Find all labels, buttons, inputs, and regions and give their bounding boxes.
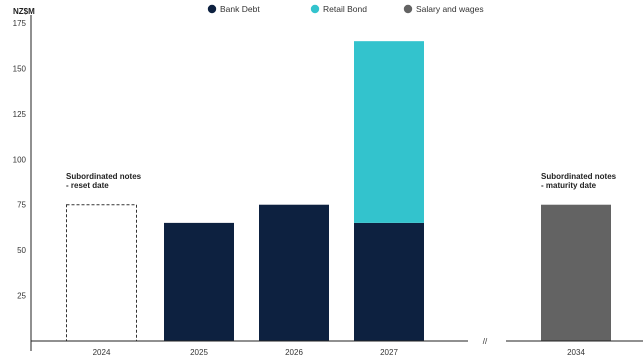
x-axis: // 2024 2025 2026 2027 2034 bbox=[31, 337, 643, 357]
y-tick-label-100: 100 bbox=[13, 155, 27, 164]
x-tick-label-2025: 2025 bbox=[190, 348, 208, 357]
annotation-2034-line-2: - maturity date bbox=[541, 181, 597, 190]
bar-retail-bond-2027 bbox=[354, 41, 424, 223]
y-axis: NZ$M 25 50 75 100 125 150 175 bbox=[13, 7, 35, 351]
legend-label-bank-debt: Bank Debt bbox=[220, 4, 260, 14]
x-tick-label-2026: 2026 bbox=[285, 348, 303, 357]
bar-bank-debt-2027 bbox=[354, 222, 424, 341]
bar-bank-debt-2026 bbox=[259, 204, 329, 341]
y-tick-label-25: 25 bbox=[17, 292, 26, 301]
x-tick-label-2027: 2027 bbox=[380, 348, 398, 357]
legend-marker-salary-and-wages bbox=[403, 4, 413, 14]
x-tick-label-2034: 2034 bbox=[567, 348, 585, 357]
annotation-2024-line-1: Subordinated notes bbox=[66, 172, 142, 181]
y-tick-label-125: 125 bbox=[13, 110, 27, 119]
x-tick-label-2024: 2024 bbox=[93, 348, 111, 357]
legend-marker-retail-bond bbox=[310, 4, 320, 14]
legend: Bank Debt Retail Bond Salary and wages bbox=[207, 4, 484, 14]
annotation-2024-line-2: - reset date bbox=[66, 181, 109, 190]
annotations: Subordinated notes- reset dateSubordinat… bbox=[66, 172, 617, 190]
legend-marker-bank-debt bbox=[207, 4, 217, 14]
y-tick-label-50: 50 bbox=[17, 246, 26, 255]
outline-bar-2024 bbox=[66, 204, 137, 342]
legend-label-salary-and-wages: Salary and wages bbox=[416, 4, 484, 14]
y-tick-label-75: 75 bbox=[17, 201, 26, 210]
annotation-2034-line-1: Subordinated notes bbox=[541, 172, 617, 181]
y-tick-label-175: 175 bbox=[13, 19, 27, 28]
axis-break-mark: // bbox=[483, 337, 488, 346]
y-axis-unit-label: NZ$M bbox=[13, 7, 35, 16]
bars bbox=[66, 41, 611, 342]
y-tick-label-150: 150 bbox=[13, 64, 27, 73]
bar-salary-and-wages-2034 bbox=[541, 204, 611, 341]
legend-label-retail-bond: Retail Bond bbox=[323, 4, 367, 14]
bar-bank-debt-2025 bbox=[164, 222, 234, 341]
